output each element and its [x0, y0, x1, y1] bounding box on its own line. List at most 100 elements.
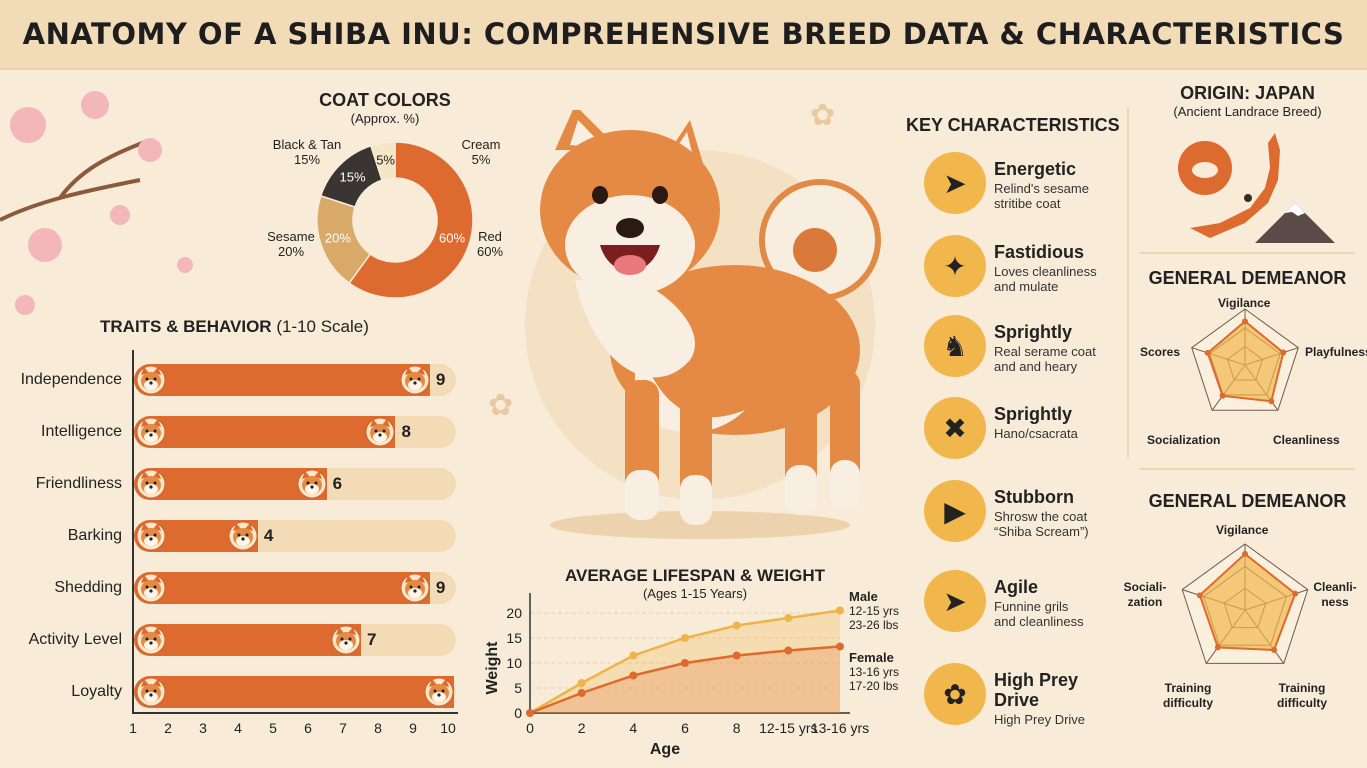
trait-x-tick: 8	[374, 720, 382, 736]
origin-subheading: (Ancient Landrace Breed)	[1173, 104, 1322, 119]
trait-label: Activity Level	[28, 631, 122, 648]
shiba-face-icon	[424, 677, 454, 707]
key-characteristic-title: Energetic	[994, 159, 1077, 179]
demeanor-heading-1: GENERAL DEMEANOR	[1148, 268, 1347, 288]
lifespan-subheading: (Ages 1-15 Years)	[642, 586, 748, 601]
trait-x-tick: 4	[234, 720, 242, 736]
demeanor-radar-2	[1181, 543, 1309, 664]
donut-slice-label: 20%	[325, 231, 351, 246]
trait-label: Shedding	[54, 579, 122, 596]
point-male	[836, 606, 844, 615]
sparkle-icon: ✦	[924, 235, 986, 297]
lifespan-heading: AVERAGE LIFESPAN & WEIGHT	[564, 566, 826, 585]
radar-point	[1242, 550, 1248, 557]
trait-value: 8	[401, 422, 411, 441]
donut-slice-red	[348, 141, 474, 299]
column-divider	[1127, 108, 1129, 458]
point-female	[836, 642, 844, 651]
radar-area	[1206, 320, 1285, 403]
trait-label: Independence	[20, 371, 122, 388]
coat-colors-subheading: (Approx. %)	[350, 111, 420, 126]
trait-value: 4	[263, 526, 274, 545]
origin-heading: ORIGIN: JAPAN	[1180, 83, 1315, 103]
x-tick-label: 6	[681, 720, 689, 736]
shiba-face-icon	[400, 573, 430, 603]
radar2-label-socialization: Sociali- zation	[1123, 580, 1167, 609]
radar-point	[1196, 592, 1203, 599]
legend-female-weight: 17-20 lbs	[849, 679, 899, 693]
key-characteristic-title: Stubborn	[994, 487, 1074, 507]
key-characteristic-desc: Relind's sesame	[994, 181, 1089, 196]
radar-point	[1214, 644, 1221, 651]
trait-label: Intelligence	[41, 423, 122, 440]
radar-point	[1292, 590, 1299, 597]
point-male	[681, 634, 689, 642]
traits-x-axis	[132, 712, 458, 714]
trait-bar	[134, 572, 430, 604]
demeanor-heading-2: GENERAL DEMEANOR	[1148, 491, 1347, 511]
shiba-face-icon	[136, 677, 166, 707]
y-tick-label: 20	[506, 605, 522, 621]
trait-value: 6	[332, 474, 343, 493]
shiba-face-icon	[136, 417, 166, 447]
radar2-label-cleanliness: Cleanli- ness	[1313, 580, 1357, 609]
trait-x-tick: 1	[129, 720, 137, 736]
key-characteristic-desc: Real serame coat	[994, 344, 1096, 359]
legend-female-years: 13-16 yrs	[849, 665, 900, 679]
y-tick-label: 15	[506, 630, 522, 646]
scream-face-icon: ✖	[924, 397, 986, 459]
radar1-label-playfulness: Playfulness	[1305, 345, 1367, 359]
radar-point	[1204, 349, 1211, 356]
trait-x-tick: 9	[409, 720, 417, 736]
coat-label-red: Red 60%	[476, 229, 504, 259]
x-tick-label: 8	[733, 720, 741, 736]
radar-point	[1242, 318, 1248, 325]
key-characteristic-desc-2: and mulate	[994, 279, 1059, 294]
point-male	[732, 621, 741, 630]
legend-male-years: 12-15 yrs	[849, 604, 900, 618]
x-tick-label: 2	[578, 720, 586, 736]
shiba-face-icon	[297, 469, 327, 499]
x-tick-label: 4	[629, 720, 637, 736]
trait-x-tick: 5	[269, 720, 277, 736]
demeanor-radar-1	[1191, 308, 1299, 411]
key-characteristic-title: Agile	[994, 577, 1039, 597]
y-tick-label: 0	[514, 705, 522, 721]
key-characteristic-desc-2: “Shiba Scream”)	[994, 524, 1089, 539]
shiba-face-icon	[136, 365, 166, 395]
radar1-label-vigilance: Vigilance	[1218, 296, 1271, 310]
point-female	[629, 671, 638, 680]
shiba-face-icon	[136, 573, 166, 603]
point-female	[732, 651, 741, 660]
shiba-face-icon	[400, 365, 430, 395]
point-female	[681, 659, 689, 667]
trait-x-tick: 3	[199, 720, 207, 736]
donut-slice-label: 60%	[439, 231, 465, 246]
key-characteristic-title-2: Drive	[994, 690, 1040, 710]
trait-x-tick: 7	[339, 720, 347, 736]
trait-x-tick: 2	[164, 720, 172, 736]
key-characteristics-heading: KEY CHARACTERISTICS	[906, 115, 1120, 135]
paw-decoration-icon: ✿	[488, 389, 514, 422]
coat-colors-heading: COAT COLORS	[319, 90, 451, 110]
cherry-blossom-decoration	[0, 91, 193, 315]
shiba-face-icon	[331, 625, 361, 655]
section-divider	[1140, 468, 1355, 470]
key-characteristic-desc: Hano/csacrata	[994, 426, 1078, 441]
shiba-face-icon	[136, 625, 166, 655]
coat-label-black-tan: Black & Tan 15%	[272, 137, 342, 167]
radar2-label-vigilance: Vigilance	[1216, 523, 1269, 537]
running-person-icon: ➤	[924, 152, 986, 214]
radar-point	[1271, 647, 1278, 654]
x-tick-label: 13-16 yrs	[811, 720, 869, 736]
point-female	[577, 689, 586, 697]
trait-bar	[134, 468, 327, 500]
radar-area	[1198, 552, 1297, 652]
sprinting-icon: ➤	[924, 570, 986, 632]
coat-label-sesame: Sesame 20%	[267, 229, 315, 259]
key-characteristic-title: Sprightly	[994, 322, 1073, 342]
area-female	[530, 646, 840, 713]
radar1-label-cleanliness: Cleanliness	[1273, 433, 1340, 447]
key-characteristic-desc: Shrosw the coat	[994, 509, 1088, 524]
